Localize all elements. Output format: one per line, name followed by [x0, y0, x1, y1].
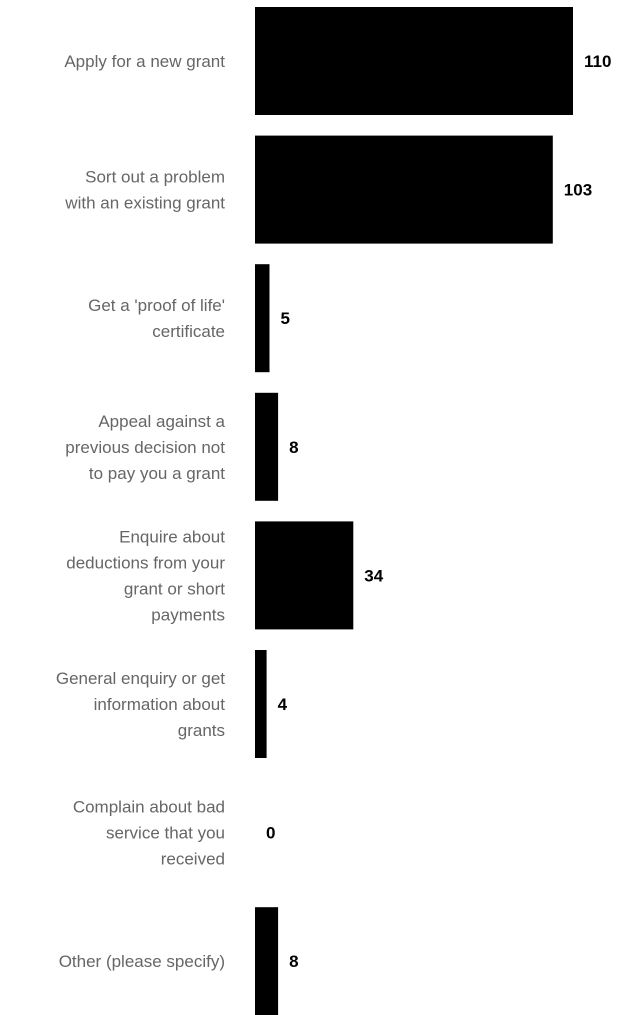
value-label-7: 0	[266, 824, 275, 843]
category-label-line: received	[161, 850, 225, 869]
category-label-5: Enquire about deductions from your grant o…	[66, 527, 225, 624]
category-label-line: payments	[151, 605, 225, 624]
category-label-8: Other (please specify)	[59, 952, 225, 971]
value-label-1: 110	[584, 52, 611, 71]
category-label-6: General enquiry or get information about g…	[56, 669, 225, 740]
category-label-line: Complain about bad	[73, 798, 225, 817]
category-label-line: to pay you a grant	[89, 464, 225, 483]
bar-2	[255, 135, 553, 244]
category-label-line: Sort out a problem	[85, 168, 225, 187]
bar-8	[255, 907, 279, 1015]
category-label-4: Appeal against a previous decision not to …	[65, 412, 225, 483]
value-label-4: 8	[289, 438, 298, 457]
category-label-7: Complain about bad service that you receiv…	[73, 798, 225, 869]
category-label-line: certificate	[152, 322, 225, 341]
category-label-line: Appeal against a	[98, 412, 225, 431]
value-label-2: 103	[564, 181, 592, 200]
category-label-line: grants	[178, 721, 225, 740]
category-label-line: Other (please specify)	[59, 952, 225, 971]
bars-group	[255, 7, 573, 1015]
bar-4	[255, 392, 279, 501]
category-label-line: service that you	[106, 824, 225, 843]
category-label-line: grant or short	[124, 579, 225, 598]
category-label-1: Apply for a new grant	[64, 52, 225, 71]
value-label-8: 8	[289, 952, 298, 971]
category-label-line: previous decision not	[65, 438, 225, 457]
category-labels-group: Apply for a new grant Sort out a problem w…	[56, 52, 226, 971]
value-label-5: 34	[364, 566, 383, 585]
category-label-line: information about	[94, 695, 226, 714]
bar-3	[255, 264, 270, 373]
category-label-line: deductions from your	[66, 553, 225, 572]
category-label-line: General enquiry or get	[56, 669, 225, 688]
category-label-line: Get a 'proof of life'	[88, 296, 225, 315]
category-label-line: Enquire about	[119, 527, 225, 546]
value-labels-group: 110 103 5 8 34 4 0 8	[266, 52, 611, 971]
category-label-line: Apply for a new grant	[64, 52, 225, 71]
bar-1	[255, 7, 573, 115]
value-label-3: 5	[281, 309, 290, 328]
bar-5	[255, 521, 354, 630]
category-label-3: Get a 'proof of life' certificate	[88, 296, 225, 341]
bar-6	[255, 650, 267, 758]
category-label-line: with an existing grant	[64, 194, 225, 213]
value-label-6: 4	[278, 695, 288, 714]
category-label-2: Sort out a problem with an existing grant	[64, 168, 225, 213]
